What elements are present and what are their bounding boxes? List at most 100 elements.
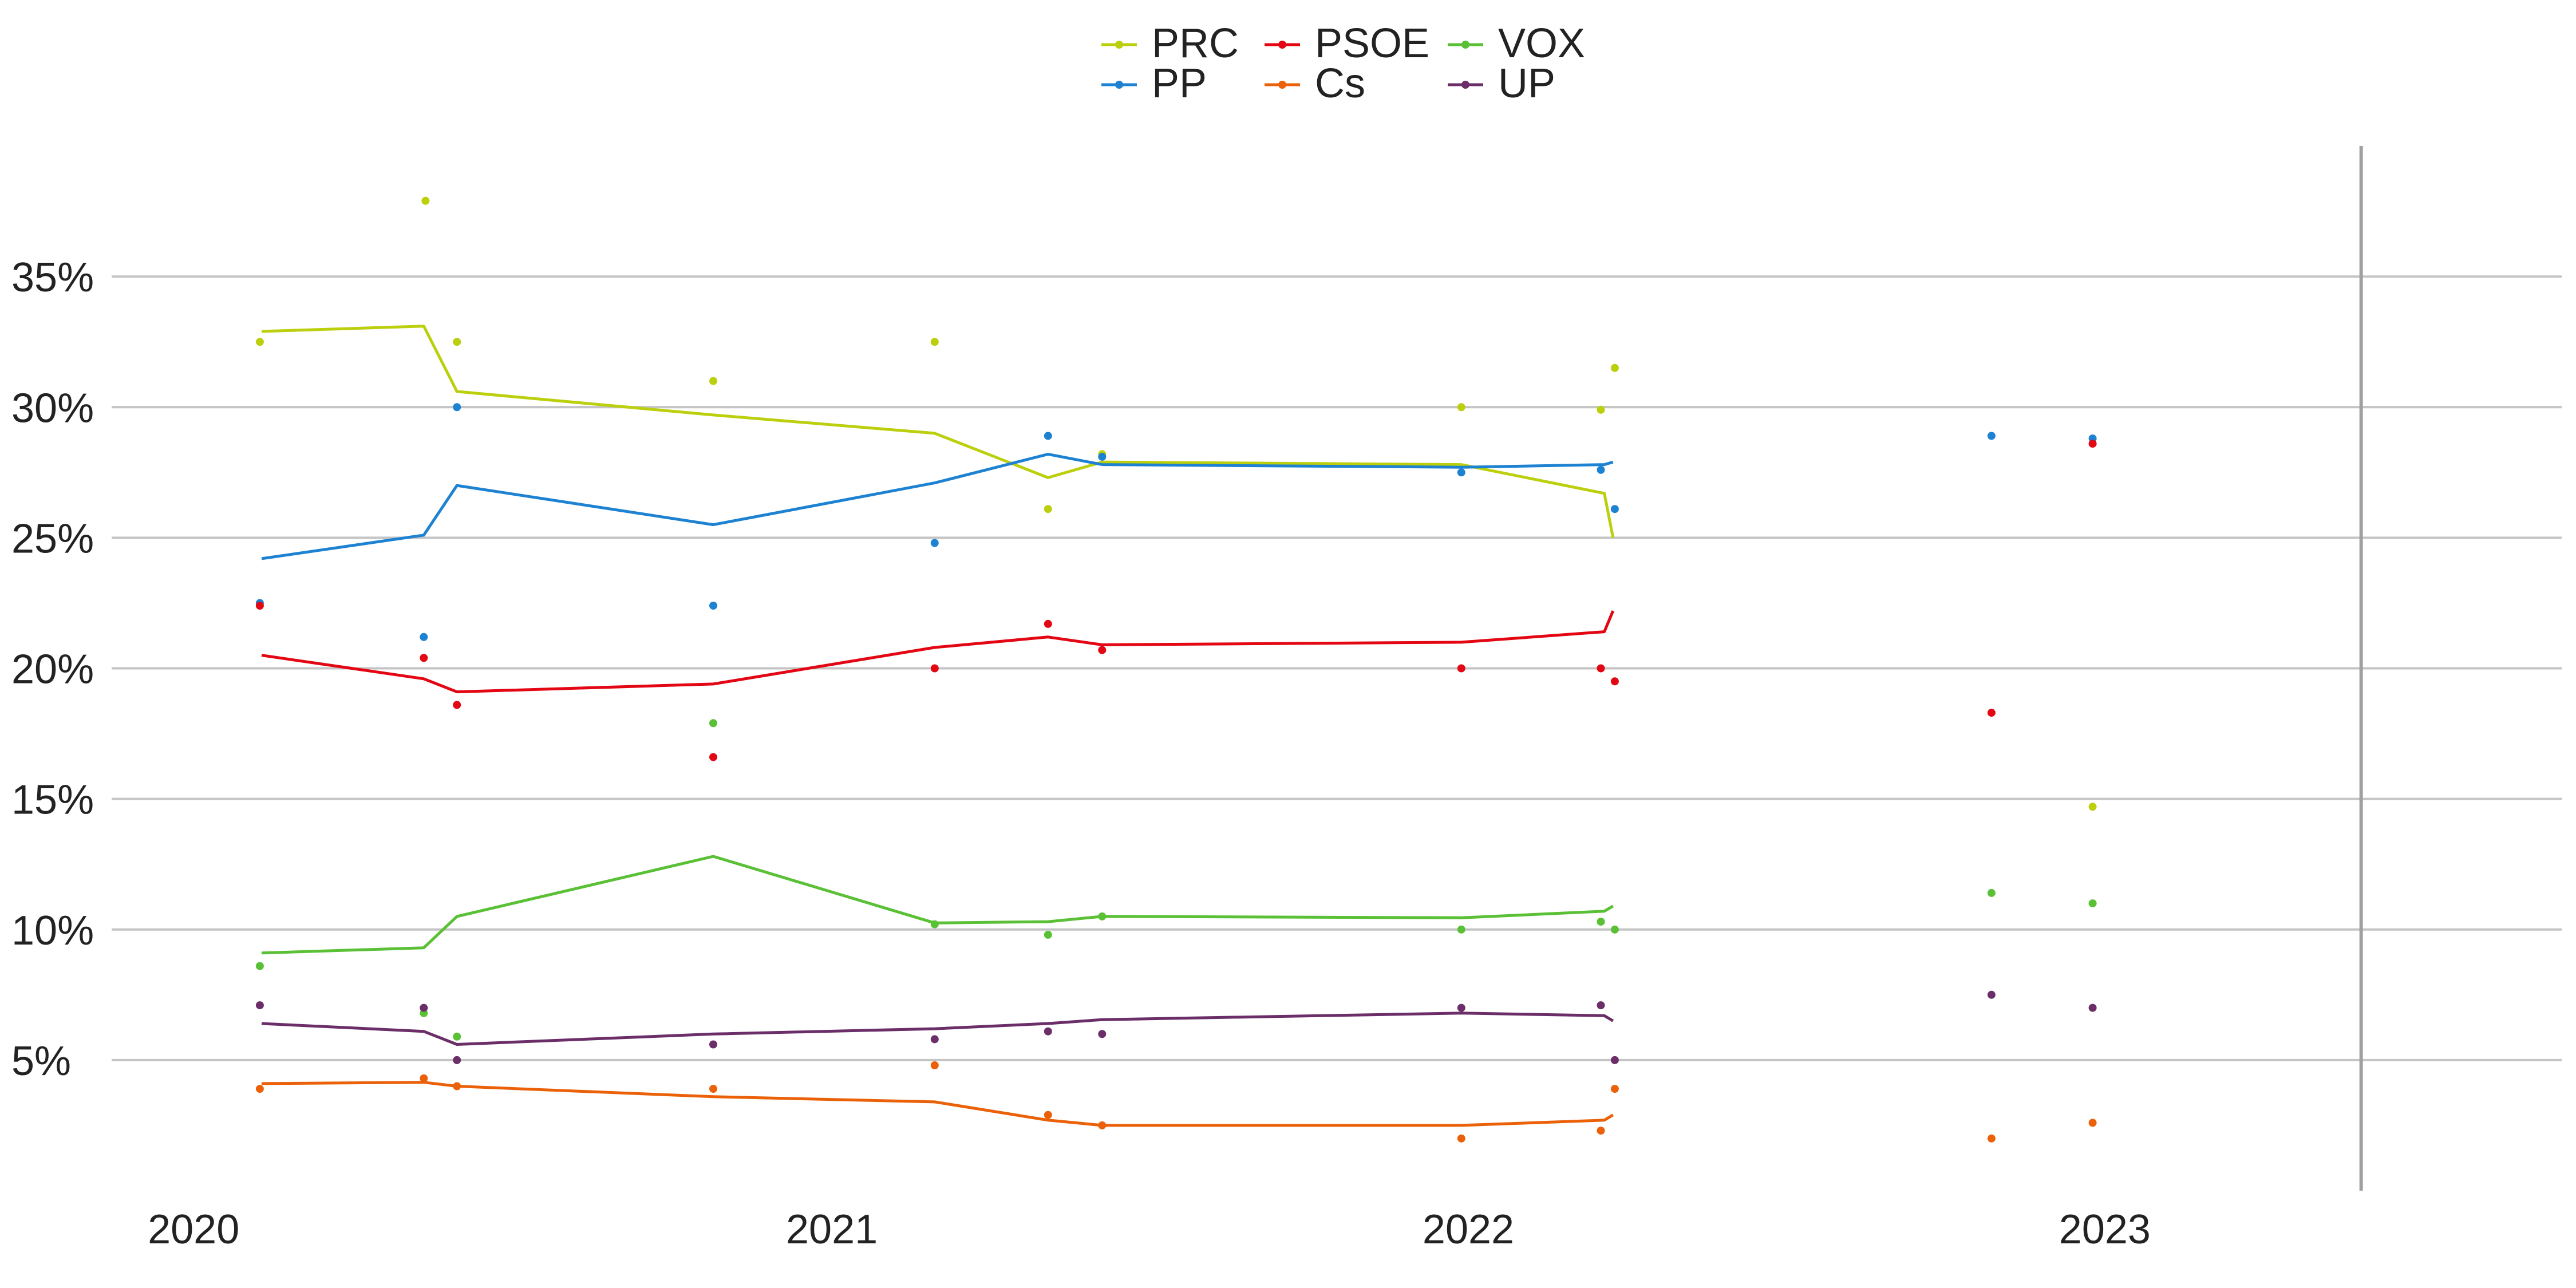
series-points (255, 196, 2097, 1143)
data-point-vox (930, 920, 939, 929)
series-line-pp (261, 452, 1614, 560)
data-point-pp (930, 539, 939, 547)
data-point-psoe (1098, 646, 1107, 654)
data-point-cs (1987, 1134, 1996, 1143)
data-point-vox (453, 1032, 461, 1041)
x-tick-label: 2020 (148, 1207, 239, 1253)
y-tick-label: 15% (11, 777, 94, 823)
legend-swatch (1101, 81, 1137, 89)
data-point-psoe (453, 701, 461, 709)
legend-swatch (1448, 81, 1483, 89)
series-line-up (261, 1012, 1614, 1046)
series-line-cs (261, 1081, 1614, 1127)
data-point-pp (453, 403, 461, 412)
data-point-prc (709, 377, 717, 385)
y-tick-label: 25% (11, 516, 94, 562)
data-point-up (255, 1001, 264, 1010)
data-point-prc (930, 338, 939, 346)
data-point-cs (930, 1061, 939, 1069)
data-point-prc (2088, 803, 2097, 811)
data-point-psoe (255, 602, 264, 610)
legend-label: Cs (1315, 61, 1365, 106)
data-point-up (2088, 1003, 2097, 1012)
data-point-prc (255, 338, 264, 346)
data-point-vox (709, 719, 717, 728)
data-point-up (1098, 1030, 1107, 1038)
legend-label: PRC (1152, 21, 1239, 66)
legend-label: PSOE (1315, 21, 1430, 66)
legend-swatch (1265, 41, 1300, 49)
x-tick-labels: 2020 2021 2022 2023 (148, 1207, 2151, 1253)
legend: PRC PP PSOE Cs VOX UP (1099, 23, 1672, 109)
data-point-up (420, 1003, 428, 1012)
legend-swatch (1265, 81, 1300, 89)
y-tick-label: 5% (11, 1038, 71, 1084)
data-point-prc (421, 196, 430, 205)
data-point-pp (709, 602, 717, 610)
y-tick-label: 10% (11, 908, 94, 954)
data-point-cs (255, 1085, 264, 1093)
y-tick-label: 35% (11, 255, 94, 301)
data-point-psoe (1457, 664, 1465, 673)
data-point-cs (1098, 1121, 1107, 1129)
data-point-psoe (930, 664, 939, 673)
legend-swatch (1101, 41, 1137, 49)
data-point-up (1610, 1056, 1619, 1064)
data-point-cs (2088, 1119, 2097, 1127)
data-point-psoe (420, 654, 428, 662)
data-point-up (709, 1040, 717, 1049)
grid-lines (112, 275, 2562, 1061)
data-point-vox (1597, 918, 1605, 926)
data-point-psoe (2088, 440, 2097, 448)
y-tick-label: 30% (11, 385, 94, 431)
data-point-up (1597, 1001, 1605, 1010)
data-point-prc (1597, 405, 1605, 414)
x-tick-label: 2022 (1423, 1207, 1514, 1253)
data-point-pp (1597, 465, 1605, 474)
data-point-pp (1098, 452, 1107, 461)
data-point-cs (1457, 1134, 1465, 1143)
data-point-cs (1610, 1085, 1619, 1093)
data-point-psoe (1597, 664, 1605, 673)
data-point-vox (1610, 925, 1619, 934)
series-lines (261, 325, 1615, 1127)
data-point-pp (1610, 505, 1619, 513)
legend-swatch (1448, 41, 1483, 49)
legend-label: PP (1152, 61, 1207, 106)
data-point-pp (420, 633, 428, 641)
data-point-cs (1044, 1111, 1052, 1119)
data-point-prc (1457, 403, 1465, 412)
data-point-prc (453, 338, 461, 346)
data-point-pp (1457, 468, 1465, 477)
y-tick-labels: 5% 10% 15% 20% 25% 30% 35% (11, 255, 94, 1084)
data-point-up (1044, 1027, 1052, 1036)
series-line-psoe (261, 610, 1615, 694)
data-point-psoe (1610, 677, 1619, 686)
data-point-cs (420, 1074, 428, 1082)
data-point-vox (255, 962, 264, 970)
data-point-cs (453, 1082, 461, 1091)
data-point-cs (1597, 1127, 1605, 1135)
x-tick-label: 2023 (2059, 1207, 2151, 1253)
data-point-cs (709, 1085, 717, 1093)
y-tick-label: 20% (11, 647, 94, 693)
data-point-psoe (1987, 709, 1996, 717)
data-point-vox (2088, 899, 2097, 908)
data-point-vox (1098, 912, 1107, 920)
data-point-prc (1610, 364, 1619, 372)
data-point-up (1457, 1003, 1465, 1012)
data-point-psoe (709, 753, 717, 761)
data-point-up (1987, 990, 1996, 999)
x-tick-label: 2021 (786, 1207, 878, 1253)
data-point-up (453, 1056, 461, 1064)
data-point-vox (1457, 925, 1465, 934)
data-point-prc (1044, 505, 1052, 513)
data-point-vox (1987, 888, 1996, 897)
data-point-pp (1044, 432, 1052, 440)
data-point-vox (1044, 930, 1052, 939)
legend-label: VOX (1498, 21, 1586, 66)
legend-label: UP (1498, 61, 1556, 106)
series-line-prc (261, 325, 1615, 538)
data-point-psoe (1044, 619, 1052, 628)
